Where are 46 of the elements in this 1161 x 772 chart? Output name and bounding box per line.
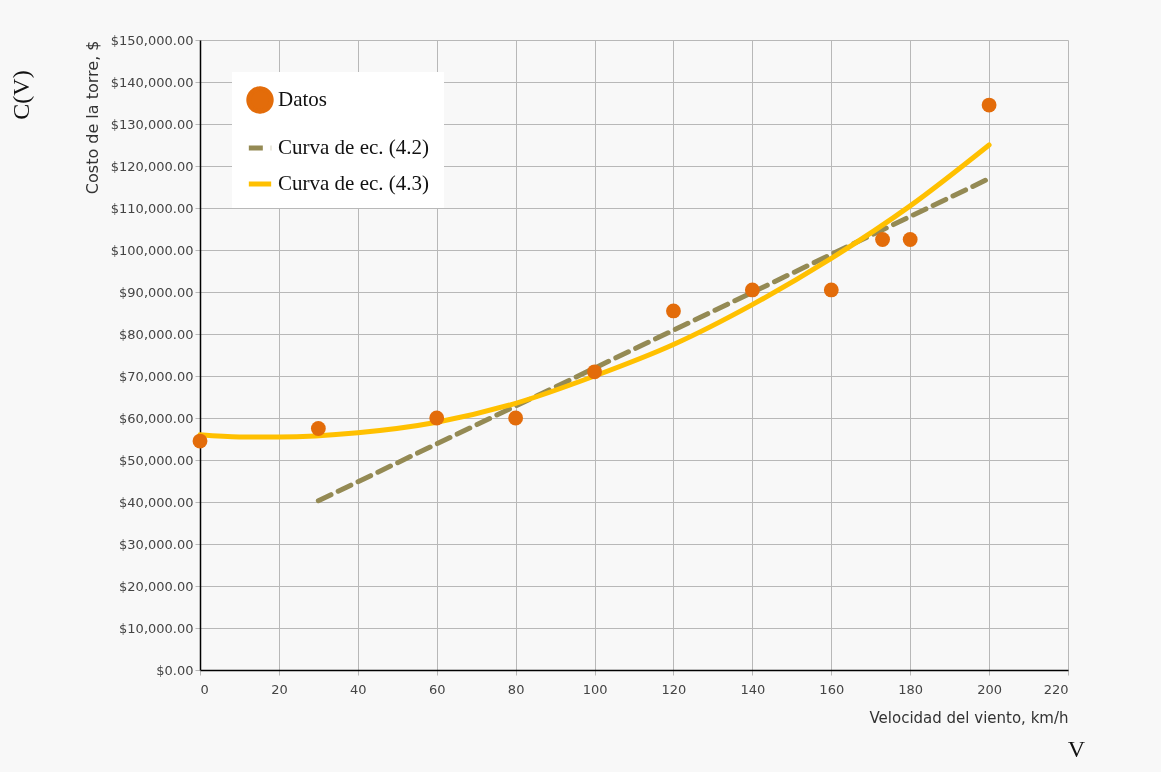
y-tick-label: $70,000.00 bbox=[119, 368, 194, 384]
y-tick-label: $0.00 bbox=[156, 662, 194, 678]
y-tick-label: $100,000.00 bbox=[110, 242, 194, 258]
y-tick-label: $120,000.00 bbox=[110, 158, 194, 174]
x-tick-label: 200 bbox=[977, 681, 1002, 697]
point bbox=[875, 232, 890, 247]
legend-label: Curva de ec. (4.3) bbox=[278, 171, 430, 195]
y-tick-label: $20,000.00 bbox=[119, 578, 194, 594]
point bbox=[744, 282, 760, 298]
y-tick-label: $30,000.00 bbox=[119, 536, 194, 552]
y-tick-label: $150,000.00 bbox=[110, 32, 194, 48]
x-tick-label: 100 bbox=[582, 681, 608, 697]
x-tick-label: 120 bbox=[661, 681, 687, 697]
y-tick-label: $50,000.00 bbox=[119, 452, 194, 468]
legend-label: Curva de ec. (4.2) bbox=[278, 135, 430, 159]
x-tick-label: 0 bbox=[200, 681, 209, 697]
x-tick-label: 220 bbox=[1043, 681, 1069, 697]
point bbox=[310, 421, 326, 436]
text: C(V) bbox=[8, 70, 34, 120]
point bbox=[192, 433, 208, 449]
y-tick-label: $40,000.00 bbox=[119, 494, 194, 510]
point bbox=[823, 282, 839, 298]
point bbox=[587, 364, 602, 380]
x-tick-label: 180 bbox=[898, 681, 924, 697]
text: V bbox=[1067, 736, 1086, 762]
x-tick-label: 60 bbox=[428, 681, 446, 697]
point bbox=[666, 303, 681, 319]
y-tick-label: $140,000.00 bbox=[110, 74, 194, 90]
y-tick-label: $90,000.00 bbox=[119, 284, 194, 300]
point bbox=[981, 97, 997, 113]
legend-label: Datos bbox=[278, 87, 327, 111]
y-tick-label: $80,000.00 bbox=[119, 326, 194, 342]
x-tick-label: 160 bbox=[819, 681, 845, 697]
x-tick-label: 80 bbox=[507, 681, 525, 697]
y-tick-label: $60,000.00 bbox=[119, 410, 194, 426]
x-tick-label: 40 bbox=[350, 681, 367, 697]
point bbox=[902, 232, 918, 247]
x-axis-title: Velocidad del viento, km/h bbox=[869, 708, 1069, 727]
y-tick-label: $10,000.00 bbox=[119, 620, 194, 636]
point bbox=[429, 410, 445, 426]
y-axis-title: Costo de la torre, $ bbox=[82, 40, 102, 195]
x-tick-label: 20 bbox=[271, 681, 288, 697]
y-tick-label: $130,000.00 bbox=[110, 116, 194, 132]
x-tick-label: 140 bbox=[740, 681, 766, 697]
point bbox=[508, 410, 524, 426]
y-tick-label: $110,000.00 bbox=[110, 200, 194, 216]
